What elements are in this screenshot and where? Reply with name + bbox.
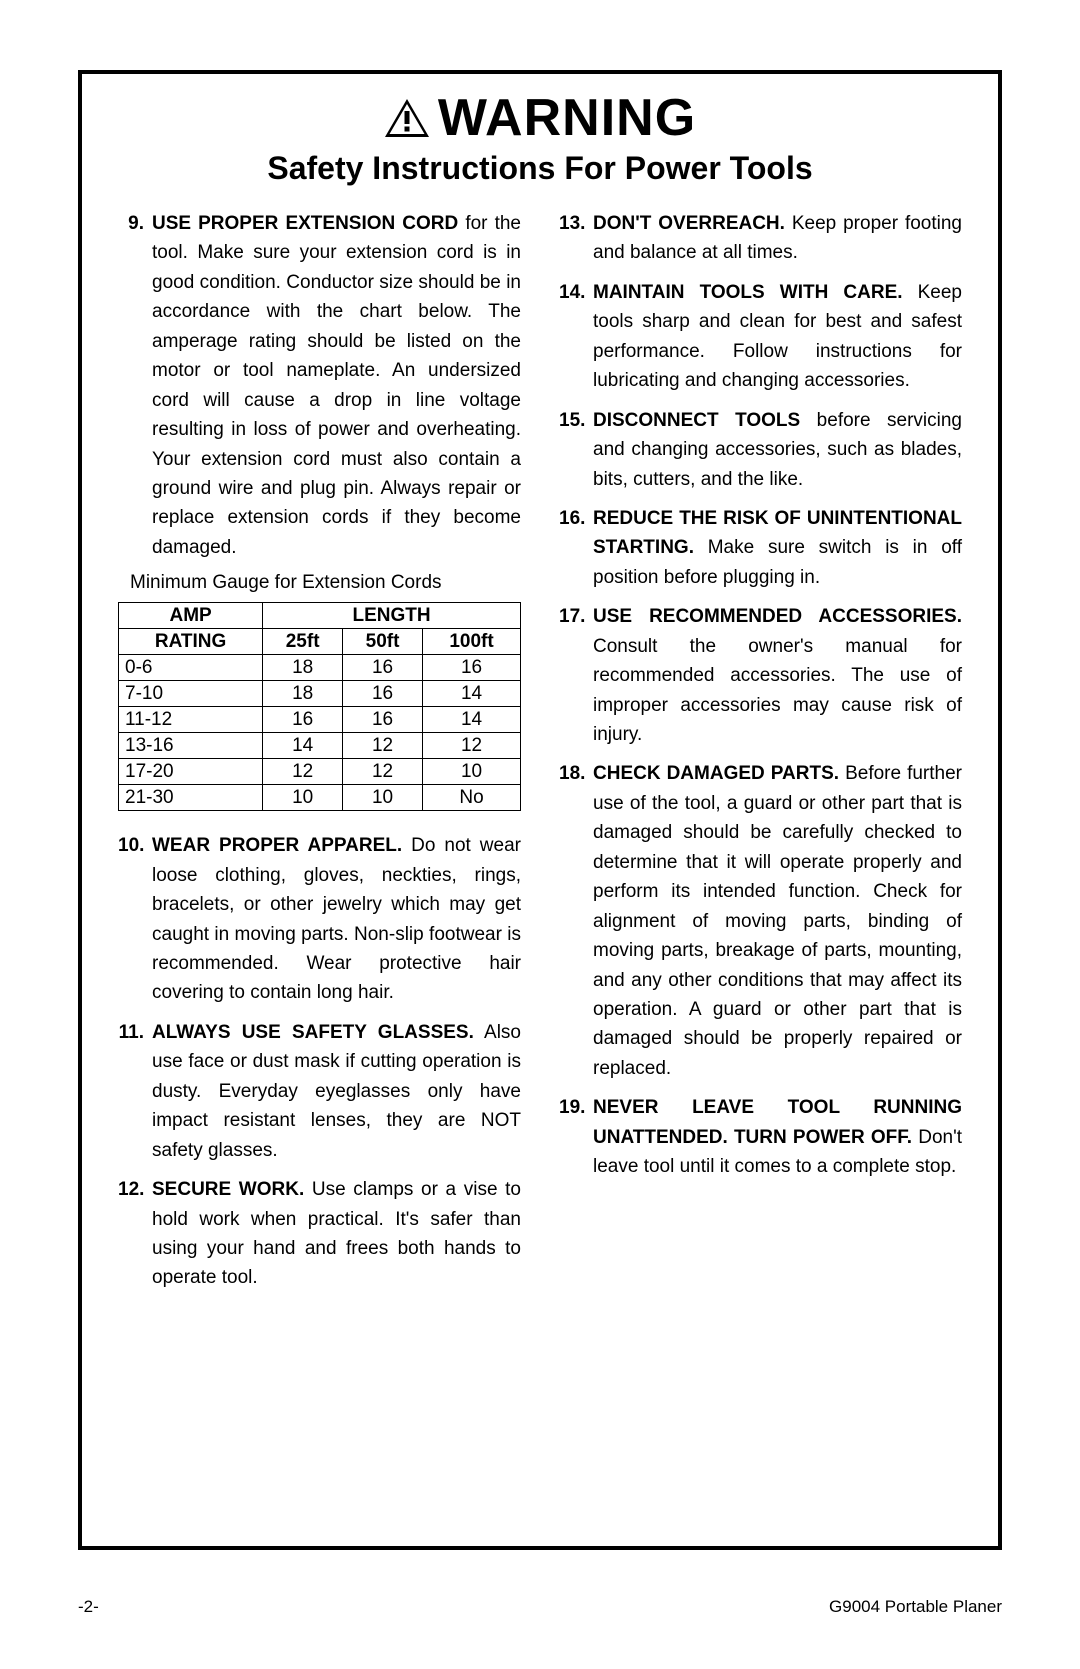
list-item: 13.DON'T OVERREACH. Keep proper footing …	[559, 209, 962, 268]
item-number: 9.	[118, 209, 152, 562]
list-item: 9.USE PROPER EXTENSION CORD for the tool…	[118, 209, 521, 562]
table-caption: Minimum Gauge for Extension Cords	[118, 572, 521, 594]
item-body: WEAR PROPER APPAREL. Do not wear loose c…	[152, 831, 521, 1008]
th-amp: AMP	[119, 603, 263, 629]
list-item: 18.CHECK DAMAGED PARTS. Before further u…	[559, 759, 962, 1083]
table-row: 11-12161614	[119, 707, 521, 733]
item-body: SECURE WORK. Use clamps or a vise to hol…	[152, 1175, 521, 1293]
cell-amp: 11-12	[119, 707, 263, 733]
th-length-col: 25ft	[263, 629, 343, 655]
cell-value: 12	[263, 759, 343, 785]
item-bold: USE PROPER EXTENSION CORD	[152, 213, 458, 234]
item-number: 14.	[559, 278, 593, 396]
content-frame: WARNING Safety Instructions For Power To…	[78, 70, 1002, 1550]
table-row: 13-16141212	[119, 733, 521, 759]
item-rest: Consult the owner's manual for recommend…	[593, 636, 962, 745]
item-body: DON'T OVERREACH. Keep proper footing and…	[593, 209, 962, 268]
page-footer: -2- G9004 Portable Planer	[78, 1597, 1002, 1617]
warning-triangle-icon	[384, 98, 430, 138]
cell-amp: 7-10	[119, 681, 263, 707]
table-row: 0-6181616	[119, 655, 521, 681]
item-number: 13.	[559, 209, 593, 268]
right-column: 13.DON'T OVERREACH. Keep proper footing …	[559, 209, 962, 1303]
page-number: -2-	[78, 1597, 99, 1617]
item-rest: Do not wear loose clothing, gloves, neck…	[152, 835, 521, 1003]
columns: 9.USE PROPER EXTENSION CORD for the tool…	[118, 209, 962, 1303]
item-bold: DISCONNECT TOOLS	[593, 410, 800, 431]
item-bold: CHECK DAMAGED PARTS.	[593, 763, 839, 784]
item-bold: DON'T OVERREACH.	[593, 213, 785, 234]
item-body: USE PROPER EXTENSION CORD for the tool. …	[152, 209, 521, 562]
item-body: REDUCE THE RISK OF UNINTENTIONAL STARTIN…	[593, 504, 962, 592]
list-item: 14.MAINTAIN TOOLS WITH CARE. Keep tools …	[559, 278, 962, 396]
item-bold: ALWAYS USE SAFETY GLASSES.	[152, 1022, 474, 1043]
th-rating: RATING	[119, 629, 263, 655]
item-bold: MAINTAIN TOOLS WITH CARE.	[593, 282, 903, 303]
cell-value: 16	[343, 655, 423, 681]
item-number: 15.	[559, 406, 593, 494]
cell-value: 12	[423, 733, 521, 759]
item-body: NEVER LEAVE TOOL RUNNING UNATTENDED. TUR…	[593, 1093, 962, 1181]
item-bold: USE RECOMMENDED ACCESSORIES.	[593, 606, 962, 627]
cell-amp: 13-16	[119, 733, 263, 759]
item-body: DISCONNECT TOOLS before servicing and ch…	[593, 406, 962, 494]
list-item: 12.SECURE WORK. Use clamps or a vise to …	[118, 1175, 521, 1293]
item-number: 10.	[118, 831, 152, 1008]
table-row: 21-301010No	[119, 785, 521, 811]
table-row: 7-10181614	[119, 681, 521, 707]
cell-value: 16	[343, 681, 423, 707]
cell-value: 16	[423, 655, 521, 681]
item-body: CHECK DAMAGED PARTS. Before further use …	[593, 759, 962, 1083]
item-number: 12.	[118, 1175, 152, 1293]
cell-value: 14	[423, 707, 521, 733]
item-rest: for the tool. Make sure your extension c…	[152, 213, 521, 558]
list-item: 19.NEVER LEAVE TOOL RUNNING UNATTENDED. …	[559, 1093, 962, 1181]
item-number: 11.	[118, 1018, 152, 1165]
cell-value: 12	[343, 733, 423, 759]
list-item: 16.REDUCE THE RISK OF UNINTENTIONAL STAR…	[559, 504, 962, 592]
cell-amp: 0-6	[119, 655, 263, 681]
item-bold: SECURE WORK.	[152, 1179, 304, 1200]
cell-amp: 21-30	[119, 785, 263, 811]
item-number: 19.	[559, 1093, 593, 1181]
item-rest: Before further use of the tool, a guard …	[593, 763, 962, 1078]
item-number: 18.	[559, 759, 593, 1083]
th-length-col: 50ft	[343, 629, 423, 655]
cell-value: 14	[263, 733, 343, 759]
cell-value: 18	[263, 681, 343, 707]
cell-value: 16	[263, 707, 343, 733]
item-body: ALWAYS USE SAFETY GLASSES. Also use face…	[152, 1018, 521, 1165]
left-column: 9.USE PROPER EXTENSION CORD for the tool…	[118, 209, 521, 1303]
subtitle: Safety Instructions For Power Tools	[118, 150, 962, 187]
cell-value: 10	[343, 785, 423, 811]
item-number: 17.	[559, 602, 593, 749]
page: WARNING Safety Instructions For Power To…	[0, 0, 1080, 1669]
th-length: LENGTH	[263, 603, 521, 629]
cell-value: 18	[263, 655, 343, 681]
extension-cord-table: AMPLENGTHRATING25ft50ft100ft0-61816167-1…	[118, 602, 521, 811]
cell-value: No	[423, 785, 521, 811]
item-number: 16.	[559, 504, 593, 592]
th-length-col: 100ft	[423, 629, 521, 655]
list-item: 11.ALWAYS USE SAFETY GLASSES. Also use f…	[118, 1018, 521, 1165]
cell-value: 10	[423, 759, 521, 785]
table-row: 17-20121210	[119, 759, 521, 785]
cell-value: 14	[423, 681, 521, 707]
cell-value: 16	[343, 707, 423, 733]
list-item: 10.WEAR PROPER APPAREL. Do not wear loos…	[118, 831, 521, 1008]
doc-title: G9004 Portable Planer	[829, 1597, 1002, 1617]
warning-title: WARNING	[438, 88, 696, 148]
list-item: 15.DISCONNECT TOOLS before servicing and…	[559, 406, 962, 494]
warning-header: WARNING	[118, 88, 962, 148]
item-body: MAINTAIN TOOLS WITH CARE. Keep tools sha…	[593, 278, 962, 396]
cell-value: 10	[263, 785, 343, 811]
cell-value: 12	[343, 759, 423, 785]
list-item: 17.USE RECOMMENDED ACCESSORIES. Consult …	[559, 602, 962, 749]
item-body: USE RECOMMENDED ACCESSORIES. Consult the…	[593, 602, 962, 749]
item-bold: WEAR PROPER APPAREL.	[152, 835, 402, 856]
item-bold: NEVER LEAVE TOOL RUNNING UNATTENDED. TUR…	[593, 1097, 962, 1147]
cell-amp: 17-20	[119, 759, 263, 785]
